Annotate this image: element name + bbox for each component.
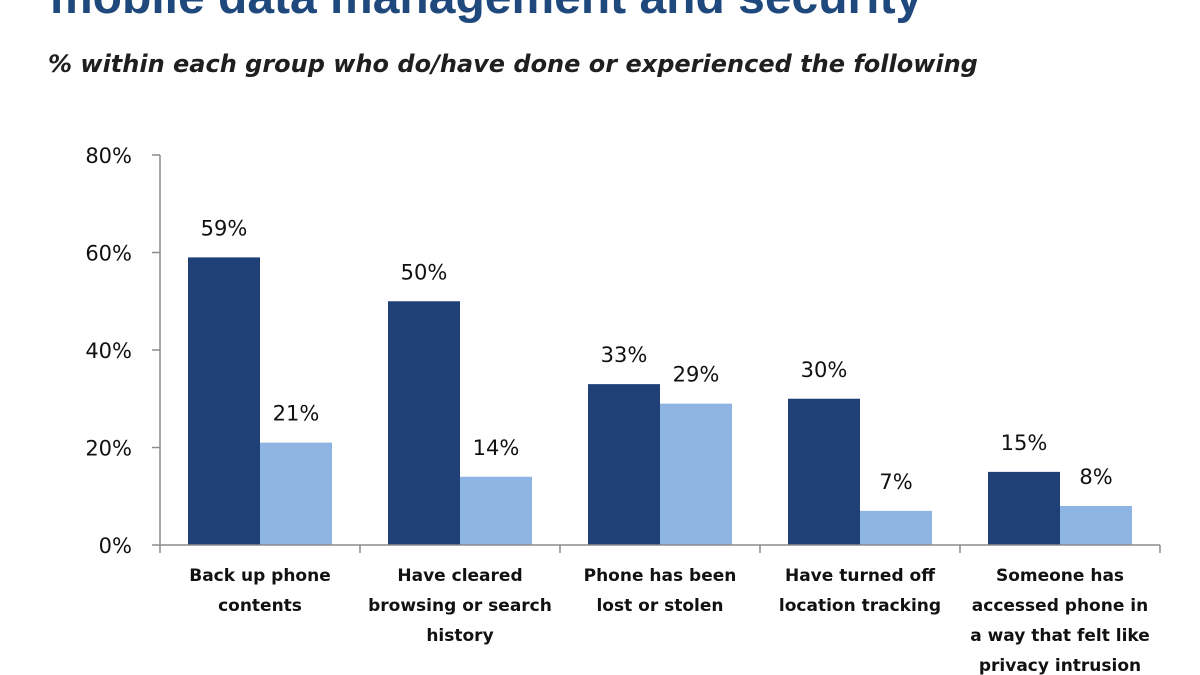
bar-series1-cat4 <box>788 398 860 545</box>
value-label: 21% <box>273 402 320 426</box>
x-tick-label: Someone has <box>996 566 1124 586</box>
title-clip: mobile data management and security <box>0 0 1200 26</box>
y-tick-label: 40% <box>85 339 132 363</box>
bar-series1-cat1 <box>188 257 260 545</box>
bar-series1-cat3 <box>588 384 660 545</box>
value-label: 33% <box>601 343 648 367</box>
value-label: 29% <box>673 363 720 387</box>
value-label: 30% <box>801 358 848 382</box>
bar-series2-cat4 <box>860 510 932 545</box>
x-tick-label: location tracking <box>779 596 941 616</box>
value-label: 50% <box>401 260 448 284</box>
x-tick-label: accessed phone in <box>972 596 1148 616</box>
chart-subtitle: % within each group who do/have done or … <box>48 50 978 78</box>
x-tick-label: Phone has been <box>584 566 737 586</box>
y-tick-label: 0% <box>99 534 132 558</box>
x-tick-label: privacy intrusion <box>979 656 1141 675</box>
value-labels: 59% 50% 33% 30% 15% 21% 14% 29% 7% 8% <box>201 216 1113 494</box>
y-tick-label: 20% <box>85 437 132 461</box>
bars <box>188 257 1132 545</box>
chart-title: mobile data management and security <box>50 0 922 24</box>
x-tick-label: Have turned off <box>785 566 935 586</box>
bar-series2-cat3 <box>660 403 732 545</box>
x-tick-label: contents <box>218 596 302 616</box>
x-tick-label: a way that felt like <box>970 626 1150 646</box>
value-label: 59% <box>201 216 248 240</box>
bar-series2-cat2 <box>460 476 532 545</box>
y-tick-label: 80% <box>85 144 132 168</box>
bar-series2-cat5 <box>1060 506 1132 545</box>
value-label: 8% <box>1079 465 1112 489</box>
y-tick-label: 60% <box>85 242 132 266</box>
value-label: 15% <box>1001 431 1048 455</box>
y-axis: 0% 20% 40% 60% 80% <box>85 144 161 558</box>
value-label: 7% <box>879 470 912 494</box>
x-axis: Back up phone contents Have cleared browsin… <box>159 544 1161 675</box>
x-tick-label: browsing or search <box>368 596 552 616</box>
x-tick-label: Back up phone <box>189 566 331 586</box>
x-tick-label: history <box>426 626 493 646</box>
x-tick-label: lost or stolen <box>596 596 723 616</box>
value-label: 14% <box>473 436 520 460</box>
bar-series1-cat5 <box>988 471 1060 545</box>
bar-series1-cat2 <box>388 301 460 545</box>
x-tick-label: Have cleared <box>397 566 522 586</box>
bar-series2-cat1 <box>260 442 332 545</box>
